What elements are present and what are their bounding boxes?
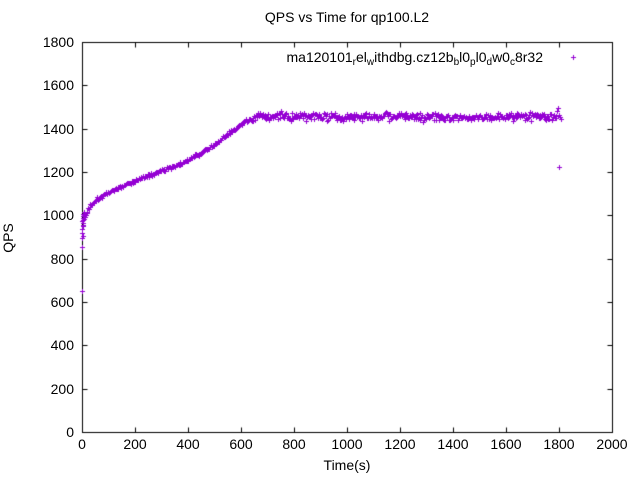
legend-subscript: r [352, 57, 357, 68]
legend-series-label: ma120101relwithdbg.cz12bbl0pl0dw0c8r32 [286, 49, 544, 68]
y-tick-label: 800 [50, 250, 74, 267]
x-tick-label: 200 [123, 436, 147, 452]
y-tick-label: 1600 [42, 77, 74, 94]
y-tick-label: 200 [50, 380, 74, 397]
x-tick-label: 1600 [490, 436, 522, 452]
legend-text: l0 [459, 49, 471, 65]
x-tick-label: 1800 [543, 436, 575, 452]
legend-text: ma120101 [286, 49, 353, 65]
x-tick-label: 400 [176, 436, 200, 452]
x-tick-label: 1400 [437, 436, 469, 452]
legend-subscript: b [453, 57, 460, 68]
legend-text: w0 [492, 49, 510, 65]
legend-text: 8r32 [514, 49, 543, 65]
x-tick-label: 1200 [384, 436, 416, 452]
legend-subscript: p [470, 57, 476, 68]
x-tick-label: 1000 [331, 436, 363, 452]
legend-subscript: c [509, 57, 515, 68]
x-tick-label: 800 [282, 436, 306, 452]
y-tick-label: 400 [50, 337, 74, 354]
x-tick-label: 2000 [596, 436, 628, 452]
x-tick-label: 600 [229, 436, 253, 452]
y-tick-label: 1000 [42, 207, 74, 224]
x-axis-label: Time(s) [323, 457, 371, 473]
x-tick-label: 0 [78, 436, 86, 452]
y-tick-label: 1800 [42, 34, 74, 50]
legend-text: l0 [475, 49, 487, 65]
y-tick-label: 600 [50, 294, 74, 310]
y-tick-label: 1200 [42, 164, 74, 180]
y-tick-label: 1400 [42, 120, 74, 137]
legend-entry: ma120101relwithdbg.cz12bbl0pl0dw0c8r32 [286, 49, 544, 68]
legend-subscript: w [366, 57, 375, 68]
legend-subscript: d [486, 57, 493, 68]
legend-text: el [356, 49, 367, 65]
y-tick-label: 0 [66, 424, 74, 440]
chart-title: QPS vs Time for qp100.L2 [264, 9, 430, 25]
legend-text: ithdbg.cz12b [374, 49, 454, 65]
